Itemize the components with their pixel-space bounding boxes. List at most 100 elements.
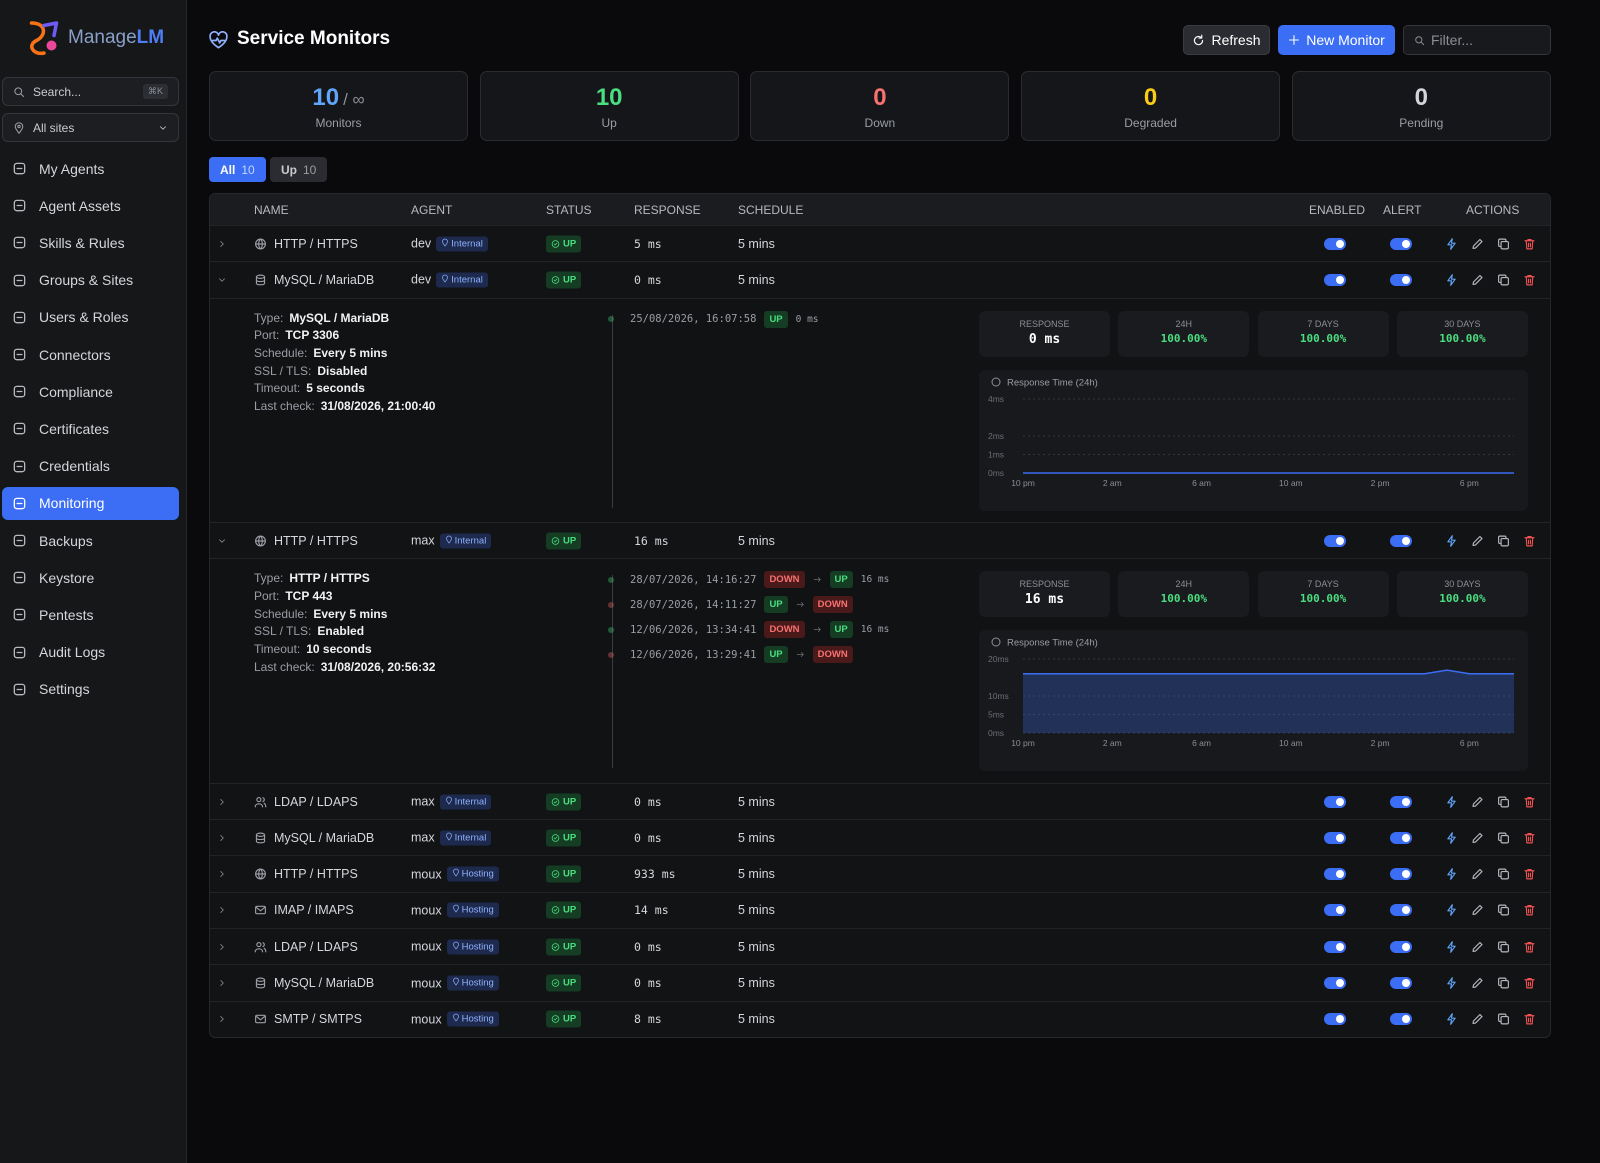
delete-button[interactable] bbox=[1523, 237, 1536, 250]
expand-toggle[interactable] bbox=[217, 869, 227, 879]
edit-button[interactable] bbox=[1471, 940, 1484, 953]
enabled-toggle[interactable] bbox=[1324, 534, 1346, 547]
monitor-row[interactable]: MySQL / MariaDB max Internal UP 0 ms 5 mins bbox=[210, 819, 1550, 855]
edit-button[interactable] bbox=[1471, 237, 1484, 250]
duplicate-button[interactable] bbox=[1497, 868, 1510, 881]
nav-item[interactable]: Skills & Rules bbox=[2, 226, 179, 259]
nav-item[interactable]: Agent Assets bbox=[2, 189, 179, 222]
monitor-row[interactable]: HTTP / HTTPS moux Hosting UP 933 ms 5 mins bbox=[210, 855, 1550, 891]
alert-toggle[interactable] bbox=[1390, 940, 1412, 953]
alert-toggle[interactable] bbox=[1390, 904, 1412, 917]
duplicate-button[interactable] bbox=[1497, 977, 1510, 990]
duplicate-button[interactable] bbox=[1497, 237, 1510, 250]
delete-button[interactable] bbox=[1523, 273, 1536, 286]
nav-item[interactable]: Settings bbox=[2, 673, 179, 706]
duplicate-button[interactable] bbox=[1497, 940, 1510, 953]
monitor-row[interactable]: LDAP / LDAPS max Internal UP 0 ms 5 mins bbox=[210, 782, 1550, 819]
test-button[interactable] bbox=[1445, 1013, 1458, 1026]
enabled-toggle[interactable] bbox=[1324, 795, 1346, 808]
edit-button[interactable] bbox=[1471, 904, 1484, 917]
monitor-row[interactable]: SMTP / SMTPS moux Hosting UP 8 ms 5 mins bbox=[210, 1000, 1550, 1037]
alert-toggle[interactable] bbox=[1390, 795, 1412, 808]
nav-item[interactable]: Users & Roles bbox=[2, 301, 179, 334]
refresh-button[interactable]: Refresh bbox=[1183, 25, 1270, 55]
alert-toggle[interactable] bbox=[1390, 868, 1412, 881]
delete-button[interactable] bbox=[1523, 904, 1536, 917]
duplicate-button[interactable] bbox=[1497, 831, 1510, 844]
alert-toggle[interactable] bbox=[1390, 534, 1412, 547]
duplicate-button[interactable] bbox=[1497, 273, 1510, 286]
duplicate-button[interactable] bbox=[1497, 795, 1510, 808]
expand-toggle[interactable] bbox=[217, 239, 227, 249]
edit-button[interactable] bbox=[1471, 831, 1484, 844]
monitor-row[interactable]: HTTP / HTTPS max Internal UP 16 ms 5 mins bbox=[210, 522, 1550, 558]
nav-item[interactable]: Pentests bbox=[2, 598, 179, 631]
nav-item[interactable]: Connectors bbox=[2, 338, 179, 371]
nav-item[interactable]: Backups bbox=[2, 524, 179, 557]
edit-button[interactable] bbox=[1471, 1013, 1484, 1026]
test-button[interactable] bbox=[1445, 977, 1458, 990]
enabled-toggle[interactable] bbox=[1324, 1013, 1346, 1026]
expand-toggle[interactable] bbox=[217, 1014, 227, 1024]
edit-button[interactable] bbox=[1471, 273, 1484, 286]
edit-button[interactable] bbox=[1471, 795, 1484, 808]
delete-button[interactable] bbox=[1523, 940, 1536, 953]
test-button[interactable] bbox=[1445, 868, 1458, 881]
test-button[interactable] bbox=[1445, 940, 1458, 953]
nav-item[interactable]: Monitoring bbox=[2, 486, 179, 520]
filter-tab[interactable]: All 10 bbox=[209, 157, 266, 182]
alert-toggle[interactable] bbox=[1390, 273, 1412, 286]
monitor-row[interactable]: MySQL / MariaDB moux Hosting UP 0 ms 5 mins bbox=[210, 964, 1550, 1000]
test-button[interactable] bbox=[1445, 534, 1458, 547]
search-box[interactable]: Search... ⌘K bbox=[2, 77, 179, 106]
monitor-row[interactable]: IMAP / IMAPS moux Hosting UP 14 ms 5 mins bbox=[210, 891, 1550, 928]
filter-tab[interactable]: Up 10 bbox=[270, 157, 328, 182]
delete-button[interactable] bbox=[1523, 868, 1536, 881]
site-select[interactable]: All sites bbox=[2, 113, 179, 142]
expand-toggle[interactable] bbox=[217, 978, 227, 988]
duplicate-button[interactable] bbox=[1497, 534, 1510, 547]
monitor-row[interactable]: LDAP / LDAPS moux Hosting UP 0 ms 5 mins bbox=[210, 928, 1550, 964]
delete-button[interactable] bbox=[1523, 977, 1536, 990]
enabled-toggle[interactable] bbox=[1324, 904, 1346, 917]
enabled-toggle[interactable] bbox=[1324, 868, 1346, 881]
delete-button[interactable] bbox=[1523, 534, 1536, 547]
enabled-toggle[interactable] bbox=[1324, 940, 1346, 953]
duplicate-button[interactable] bbox=[1497, 1013, 1510, 1026]
enabled-toggle[interactable] bbox=[1324, 977, 1346, 990]
test-button[interactable] bbox=[1445, 237, 1458, 250]
delete-button[interactable] bbox=[1523, 1013, 1536, 1026]
expand-toggle[interactable] bbox=[217, 797, 227, 807]
monitor-row[interactable]: HTTP / HTTPS dev Internal UP 5 ms 5 mins bbox=[210, 225, 1550, 261]
edit-button[interactable] bbox=[1471, 977, 1484, 990]
test-button[interactable] bbox=[1445, 831, 1458, 844]
expand-toggle[interactable] bbox=[217, 275, 227, 285]
nav-item[interactable]: Groups & Sites bbox=[2, 264, 179, 297]
delete-button[interactable] bbox=[1523, 795, 1536, 808]
new-monitor-button[interactable]: New Monitor bbox=[1278, 25, 1395, 55]
enabled-toggle[interactable] bbox=[1324, 273, 1346, 286]
test-button[interactable] bbox=[1445, 795, 1458, 808]
alert-toggle[interactable] bbox=[1390, 1013, 1412, 1026]
expand-toggle[interactable] bbox=[217, 905, 227, 915]
nav-item[interactable]: Credentials bbox=[2, 450, 179, 483]
delete-button[interactable] bbox=[1523, 831, 1536, 844]
enabled-toggle[interactable] bbox=[1324, 237, 1346, 250]
edit-button[interactable] bbox=[1471, 868, 1484, 881]
nav-item[interactable]: Certificates bbox=[2, 412, 179, 445]
nav-item[interactable]: My Agents bbox=[2, 152, 179, 185]
alert-toggle[interactable] bbox=[1390, 831, 1412, 844]
nav-item[interactable]: Audit Logs bbox=[2, 636, 179, 669]
alert-toggle[interactable] bbox=[1390, 237, 1412, 250]
enabled-toggle[interactable] bbox=[1324, 831, 1346, 844]
expand-toggle[interactable] bbox=[217, 942, 227, 952]
nav-item[interactable]: Compliance bbox=[2, 375, 179, 408]
edit-button[interactable] bbox=[1471, 534, 1484, 547]
nav-item[interactable]: Keystore bbox=[2, 561, 179, 594]
test-button[interactable] bbox=[1445, 904, 1458, 917]
duplicate-button[interactable] bbox=[1497, 904, 1510, 917]
test-button[interactable] bbox=[1445, 273, 1458, 286]
expand-toggle[interactable] bbox=[217, 833, 227, 843]
alert-toggle[interactable] bbox=[1390, 977, 1412, 990]
expand-toggle[interactable] bbox=[217, 536, 227, 546]
